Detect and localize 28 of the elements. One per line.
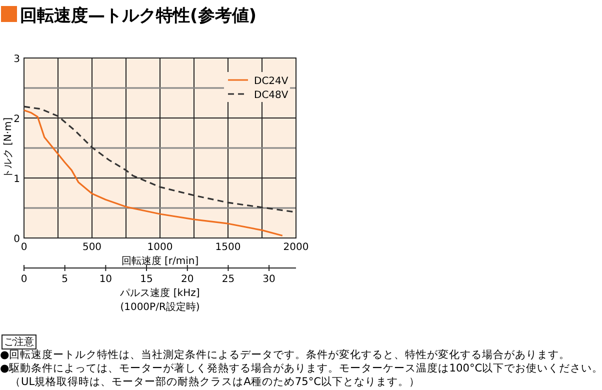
x-tick-label: 0	[20, 242, 28, 253]
line-series	[23, 109, 284, 236]
legend-label: DC48V	[254, 90, 288, 101]
x-tick-label: 500	[82, 242, 102, 253]
text: ●駆動条件によっては、モーターが著しく発熱する場合があります。モーターケース温度は100°C以下でお使いください。	[0, 362, 602, 374]
legend-label: DC24V	[254, 76, 288, 87]
text: ご注意	[4, 336, 34, 348]
x2-tick-label: 25	[222, 274, 235, 285]
x2-axis-title: パルス速度 [kHz]	[119, 287, 200, 299]
x2-tick-label: 5	[62, 274, 68, 285]
x2-tick-label: 30	[262, 274, 276, 285]
text: ●回転速度ートルク特性は、当社測定条件によるデータです。条件が変化すると、特性が変化する場合があります。	[0, 348, 570, 361]
x2-tick-label: 0	[20, 274, 28, 285]
x-axis-title: 回転速度 [r/min]	[121, 255, 199, 267]
text: (1000P/R設定時)	[120, 301, 200, 313]
y-tick-label: 3	[14, 54, 20, 65]
x2-tick-label: 20	[180, 274, 194, 285]
chart-title: 回転速度—トルク特性(参考値)	[20, 6, 257, 26]
x-tick-label: 2000	[283, 242, 309, 253]
y-tick-label: 0	[14, 234, 20, 245]
x-tick-label: 1000	[147, 242, 173, 253]
x2-tick-label: 10	[99, 274, 112, 285]
y-axis-title: トルク [N·m]	[3, 117, 14, 179]
y-tick-label: 2	[14, 114, 20, 125]
x-tick-label: 1500	[215, 242, 241, 253]
text: （UL規格取得時は、モーター部の耐熱クラスはA種のため75°C以下となります。）	[10, 375, 420, 388]
y-tick-label: 1	[14, 174, 20, 185]
x2-tick-label: 15	[140, 274, 153, 285]
